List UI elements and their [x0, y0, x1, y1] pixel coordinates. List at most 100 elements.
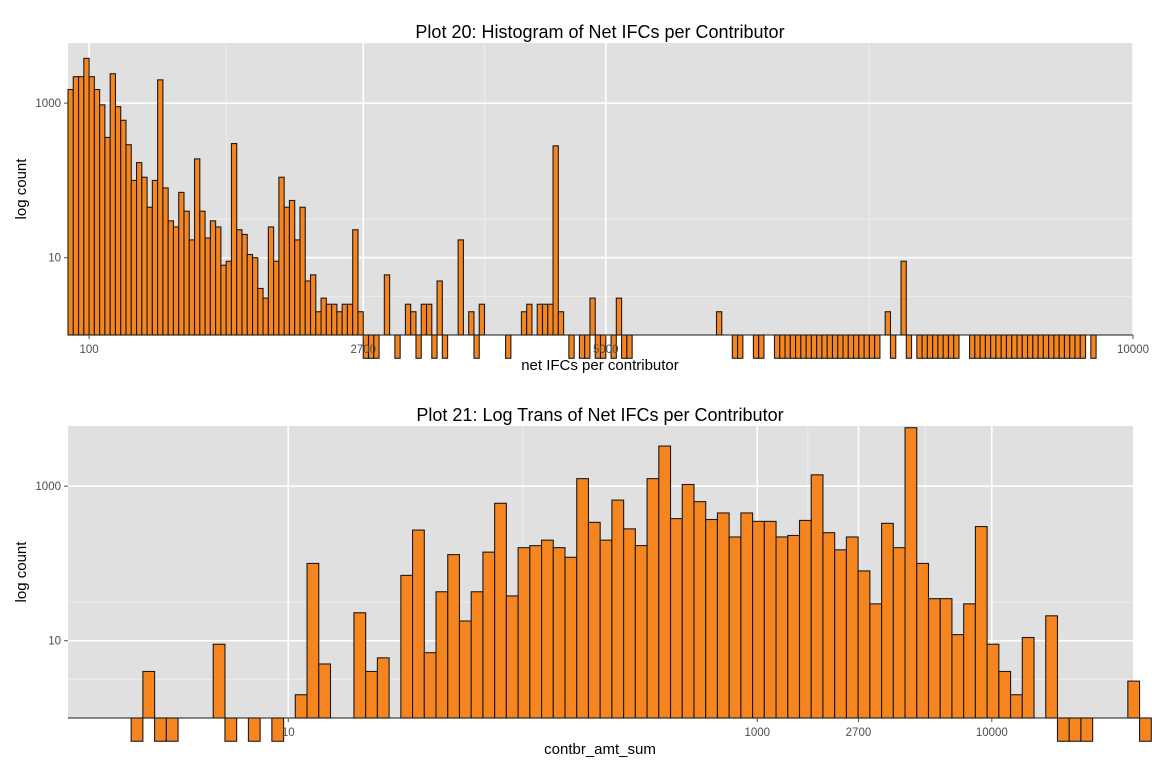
histogram-bar-plot-21: [658, 445, 672, 719]
histogram-bar-plot-20: [72, 76, 80, 336]
histogram-bar-plot-20: [884, 311, 892, 336]
y-tick-label-plot-20: 10: [48, 253, 61, 265]
histogram-bar-plot-21: [740, 512, 754, 719]
histogram-bar-plot-20: [193, 158, 201, 336]
histogram-bar-plot-21: [1021, 636, 1035, 719]
histogram-bar-plot-20: [737, 334, 744, 359]
histogram-bar-plot-21: [634, 545, 648, 719]
histogram-bar-plot-20: [810, 334, 818, 359]
histogram-bar-plot-21: [517, 547, 531, 719]
histogram-bar-plot-20: [1069, 334, 1076, 359]
histogram-bar-plot-20: [304, 280, 312, 336]
histogram-bar-plot-21: [400, 574, 414, 719]
y-tick-label-plot-21: 1000: [35, 481, 61, 493]
histogram-bar-plot-21: [458, 620, 472, 719]
histogram-bar-plot-20: [404, 303, 412, 336]
histogram-bar-plot-20: [1079, 334, 1087, 359]
histogram-bar-plot-21: [552, 547, 566, 719]
histogram-bar-plot-20: [120, 119, 127, 336]
histogram-bar-plot-21: [505, 595, 519, 719]
histogram-bar-plot-20: [246, 253, 254, 336]
histogram-bar-plot-21: [587, 521, 601, 719]
histogram-bar-plot-20: [473, 334, 480, 359]
histogram-bar-plot-21: [951, 634, 965, 719]
bars-plot-21: [68, 427, 1152, 742]
histogram-bar-plot-21: [763, 520, 777, 719]
histogram-bar-plot-21: [130, 717, 144, 742]
histogram-bar-plot-20: [420, 303, 428, 336]
histogram-bar-plot-20: [932, 334, 939, 359]
histogram-bar-plot-21: [1056, 717, 1070, 742]
histogram-bar-plot-20: [1011, 334, 1018, 359]
x-axis-title-plot-21: contbr_amt_sum: [544, 741, 656, 758]
histogram-bar-plot-20: [336, 311, 343, 336]
histogram-bar-plot-20: [352, 229, 359, 336]
histogram-bar-plot-20: [67, 88, 74, 336]
histogram-bar-plot-20: [251, 257, 259, 336]
histogram-bar-plot-20: [288, 199, 296, 336]
histogram-bar-plot-20: [141, 176, 148, 336]
histogram-bar-plot-20: [789, 334, 797, 359]
histogram-bar-plot-20: [93, 88, 101, 336]
histogram-bar-plot-21: [247, 717, 261, 742]
x-axis-title-plot-20: net IFCs per contributor: [521, 357, 679, 374]
x-tick-label-plot-21: 10: [282, 727, 295, 739]
histogram-bar-plot-20: [88, 76, 95, 336]
histogram-bar-plot-20: [990, 334, 997, 359]
histogram-bar-plot-20: [974, 334, 981, 359]
histogram-bar-plot-20: [984, 334, 992, 359]
histogram-bar-plot-20: [547, 303, 554, 336]
histogram-bar-plot-20: [784, 334, 791, 359]
x-tick-label-plot-20: 10000: [1117, 344, 1149, 356]
histogram-bar-plot-21: [294, 694, 308, 719]
histogram-bar-plot-20: [130, 179, 138, 336]
histogram-bar-plot-20: [568, 334, 575, 359]
histogram-bar-plot-20: [626, 334, 633, 359]
histogram-bar-plot-20: [1090, 334, 1097, 359]
histogram-bar-plot-21: [1139, 717, 1152, 742]
histogram-bar-plot-20: [953, 334, 960, 359]
histogram-bar-plot-20: [225, 260, 232, 336]
histogram-bar-plot-20: [1048, 334, 1055, 359]
histogram-bar-plot-21: [998, 670, 1012, 719]
histogram-bar-plot-20: [1037, 334, 1044, 359]
histogram-bar-plot-21: [681, 483, 695, 719]
chart-title-plot-21: Plot 21: Log Trans of Net IFCs per Contr…: [416, 405, 783, 425]
histogram-bar-plot-21: [165, 717, 179, 742]
histogram-bar-plot-20: [478, 303, 486, 336]
histogram-bar-plot-20: [151, 179, 159, 336]
histogram-bar-plot-20: [900, 260, 907, 336]
histogram-bar-plot-20: [858, 334, 865, 359]
histogram-bar-plot-20: [889, 334, 897, 359]
histogram-bar-plot-20: [536, 303, 544, 336]
histogram-bar-plot-20: [816, 334, 823, 359]
histogram-bar-plot-20: [557, 311, 565, 336]
histogram-bar-plot-21: [822, 532, 836, 719]
histogram-bar-plot-20: [731, 334, 739, 359]
histogram-bar-plot-20: [1005, 334, 1013, 359]
histogram-bar-plot-21: [494, 502, 507, 719]
histogram-bar-plot-21: [974, 526, 988, 719]
histogram-bar-plot-21: [1010, 694, 1023, 719]
histogram-bar-plot-21: [623, 528, 636, 719]
histogram-bar-plot-21: [423, 652, 437, 719]
histogram-bar-plot-20: [320, 297, 327, 336]
x-tick-label-plot-21: 1000: [745, 727, 771, 739]
histogram-bar-plot-20: [615, 297, 623, 336]
histogram-bar-plot-20: [135, 162, 143, 336]
histogram-bar-plot-20: [584, 334, 591, 359]
histogram-bar-plot-20: [874, 334, 881, 359]
histogram-bar-plot-20: [926, 334, 934, 359]
histogram-bar-plot-20: [299, 206, 306, 336]
histogram-bar-plot-20: [1016, 334, 1023, 359]
histogram-bar-plot-21: [1127, 680, 1141, 719]
histogram-bar-plot-21: [1068, 717, 1082, 742]
histogram-bar-plot-21: [365, 670, 378, 719]
histogram-bar-plot-20: [773, 334, 781, 359]
histogram-bar-plot-21: [693, 501, 707, 719]
histogram-bar-plot-20: [204, 237, 211, 336]
x-axis-ticks-plot-21: 10 1000 2700 10000: [282, 718, 1008, 739]
histogram-bar-plot-21: [599, 539, 613, 719]
histogram-bar-plot-20: [526, 303, 533, 336]
